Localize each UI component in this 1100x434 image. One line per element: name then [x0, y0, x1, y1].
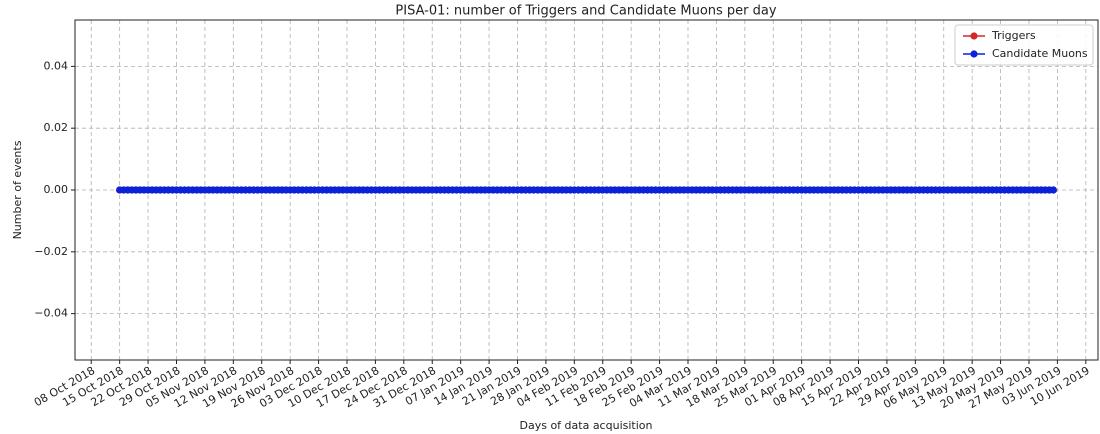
legend-marker — [970, 32, 978, 40]
legend-label: Triggers — [991, 29, 1036, 42]
legend-marker — [970, 50, 978, 58]
y-tick-label: 0.02 — [44, 121, 69, 134]
legend: Triggers Candidate Muons — [954, 24, 1094, 66]
y-tick-label: 0.04 — [44, 59, 69, 72]
plot-frame — [74, 19, 1099, 361]
chart-title: PISA-01: number of Triggers and Candidat… — [395, 4, 776, 19]
y-tick-label: −0.04 — [34, 307, 68, 320]
legend-box — [954, 24, 1094, 66]
series-marker — [1049, 186, 1057, 194]
y-tick-label: −0.02 — [34, 245, 68, 258]
x-axis-label: Days of data acquisition — [520, 419, 653, 432]
legend-label: Candidate Muons — [992, 47, 1088, 60]
y-tick-label: 0.00 — [44, 183, 69, 196]
y-axis-label: Number of events — [11, 140, 24, 239]
